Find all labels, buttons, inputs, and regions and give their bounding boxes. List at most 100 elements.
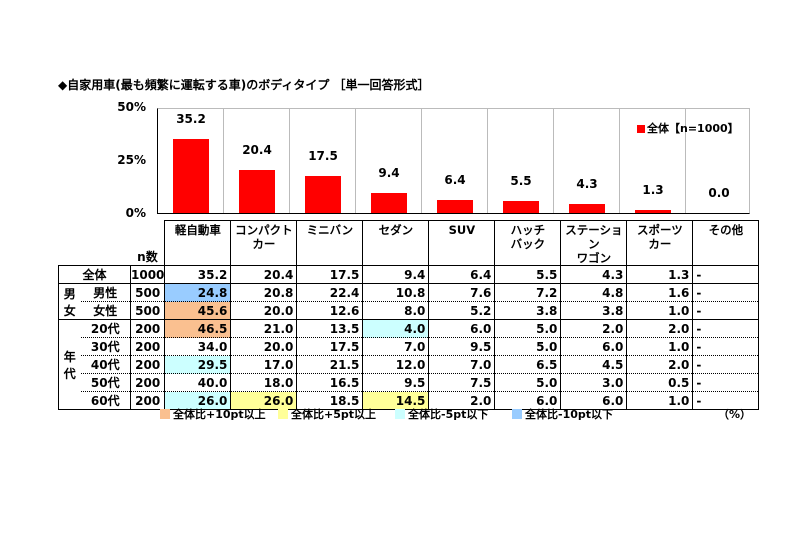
group-char: 男 (63, 286, 76, 301)
cell-value: 17.5 (296, 337, 364, 356)
cell-value: 7.0 (362, 337, 430, 356)
table-row: 50代 200 40.0 18.0 16.5 9.5 7.5 5.0 3.0 0.5- (59, 373, 760, 392)
cell-value: 29.5 (164, 355, 232, 374)
column-header: ハッチ バック (494, 220, 562, 266)
bar-7 (635, 210, 671, 213)
grid-line (553, 109, 554, 213)
header-line1: SUV (448, 223, 476, 237)
color-legend-item: 全体比+5pt以上 (278, 406, 376, 422)
legend-swatch (395, 409, 405, 419)
cell-value: 7.6 (428, 283, 496, 302)
cell-value: 1.0 (626, 301, 694, 320)
cell-value: 9.4 (362, 265, 430, 284)
cell-value: 2.0 (560, 319, 628, 338)
cell-value: 3.8 (560, 301, 628, 320)
cell-value: - (692, 265, 760, 284)
grid-line (421, 109, 422, 213)
row-label: 60代 (80, 391, 131, 410)
header-line2: ワゴン (576, 251, 612, 265)
cell-value: 4.8 (560, 283, 628, 302)
row-label: 男性 (80, 283, 131, 302)
cell-value: 46.5 (164, 319, 232, 338)
grid-line (355, 109, 356, 213)
cell-value: - (692, 283, 760, 302)
legend-swatch (512, 409, 522, 419)
cell-value: 13.5 (296, 319, 364, 338)
table-row: 男女男性 500 24.8 20.8 22.4 10.8 7.6 7.2 4.8 1.6- (58, 283, 760, 320)
cell-value: 7.0 (428, 355, 496, 374)
plot-area: 35.2 20.4 17.5 9.4 6.4 5.5 4.3 1.3 0.0 (157, 108, 750, 214)
n-value: 500 (130, 301, 166, 320)
cell-value: 26.0 (164, 391, 232, 410)
column-header: ミニバン (296, 220, 364, 266)
bar-label: 9.4 (378, 166, 400, 180)
cell-value: 6.0 (560, 391, 628, 410)
header-line1: セダン (378, 223, 414, 237)
corner (59, 221, 131, 266)
legend-label: 全体比-10pt以下 (525, 408, 614, 421)
n-value: 500 (130, 283, 166, 302)
bar-label: 4.3 (576, 177, 598, 191)
cell-value: 6.5 (494, 355, 562, 374)
header-line2: カー (648, 237, 672, 251)
row-label: 全体 (58, 265, 131, 284)
cell-value: 10.8 (362, 283, 430, 302)
bar-label: 17.5 (308, 149, 338, 163)
cell-value: 3.8 (494, 301, 562, 320)
group-gender: 男女 (58, 283, 81, 320)
cell-value: 9.5 (428, 337, 496, 356)
header-line1: コンパクト (235, 223, 293, 237)
chart-legend: 全体【n=1000】 (637, 120, 739, 136)
cell-value: 9.5 (362, 373, 430, 392)
column-header: スポーツ カー (626, 220, 694, 266)
legend-label: 全体比+5pt以上 (291, 408, 377, 421)
cell-value: 5.2 (428, 301, 496, 320)
cell-value: 20.8 (230, 283, 298, 302)
bar-4 (437, 200, 473, 213)
cell-value: 6.0 (428, 319, 496, 338)
unit-label: （%） (718, 408, 752, 421)
color-legend-item: 全体比-10pt以下 (512, 406, 613, 422)
column-header: 軽自動車 (164, 220, 232, 266)
header-line1: 軽自動車 (174, 223, 221, 237)
row-label: 20代 (80, 319, 131, 338)
header-line1: その他 (708, 223, 744, 237)
cell-value: 16.5 (296, 373, 364, 392)
cell-value: 20.0 (230, 337, 298, 356)
cell-value: 6.0 (494, 391, 562, 410)
row-label: 30代 (80, 337, 131, 356)
cell-value: 24.8 (164, 283, 232, 302)
row-label: 50代 (80, 373, 131, 392)
legend-swatch (637, 125, 645, 133)
data-table: n数 軽自動車 コンパクト カー ミニバン セダン SUV ハッチ バック ステーション ワゴン スポ… (58, 220, 760, 410)
color-legend-item: 全体比+10pt以上 (160, 406, 266, 422)
cell-value: 5.0 (494, 337, 562, 356)
legend-label: 全体【n=1000】 (647, 122, 739, 135)
table-row: 30代 200 34.0 20.0 17.5 7.0 9.5 5.0 6.0 1.0- (59, 337, 760, 356)
column-header: SUV (428, 220, 496, 266)
table-row: 女性 500 45.6 20.0 12.6 8.0 5.2 3.8 3.8 1.0- (59, 301, 760, 320)
cell-value: - (692, 373, 760, 392)
cell-value: 26.0 (230, 391, 298, 410)
y-tick-50: 50% (117, 100, 146, 114)
cell-value: 7.2 (494, 283, 562, 302)
group-char: 女 (63, 303, 76, 318)
bar-1 (239, 170, 275, 213)
table-row: 40代 200 29.5 17.0 21.5 12.0 7.0 6.5 4.5 2.0- (59, 355, 760, 374)
bar-label: 35.2 (176, 112, 206, 126)
cell-value: 34.0 (164, 337, 232, 356)
legend-label: 全体比-5pt以下 (408, 408, 489, 421)
cell-value: 1.0 (626, 337, 694, 356)
cell-value: 18.0 (230, 373, 298, 392)
bar-label: 1.3 (642, 183, 664, 197)
cell-value: 2.0 (626, 355, 694, 374)
cell-value: 5.5 (494, 265, 562, 284)
cell-value: 1.3 (626, 265, 694, 284)
cell-value: 7.5 (428, 373, 496, 392)
cell-value: 21.0 (230, 319, 298, 338)
n-value: 1000 (130, 265, 166, 284)
cell-value: 17.5 (296, 265, 364, 284)
cell-value: 5.0 (494, 319, 562, 338)
cell-value: 22.4 (296, 283, 364, 302)
legend-swatch (160, 409, 170, 419)
